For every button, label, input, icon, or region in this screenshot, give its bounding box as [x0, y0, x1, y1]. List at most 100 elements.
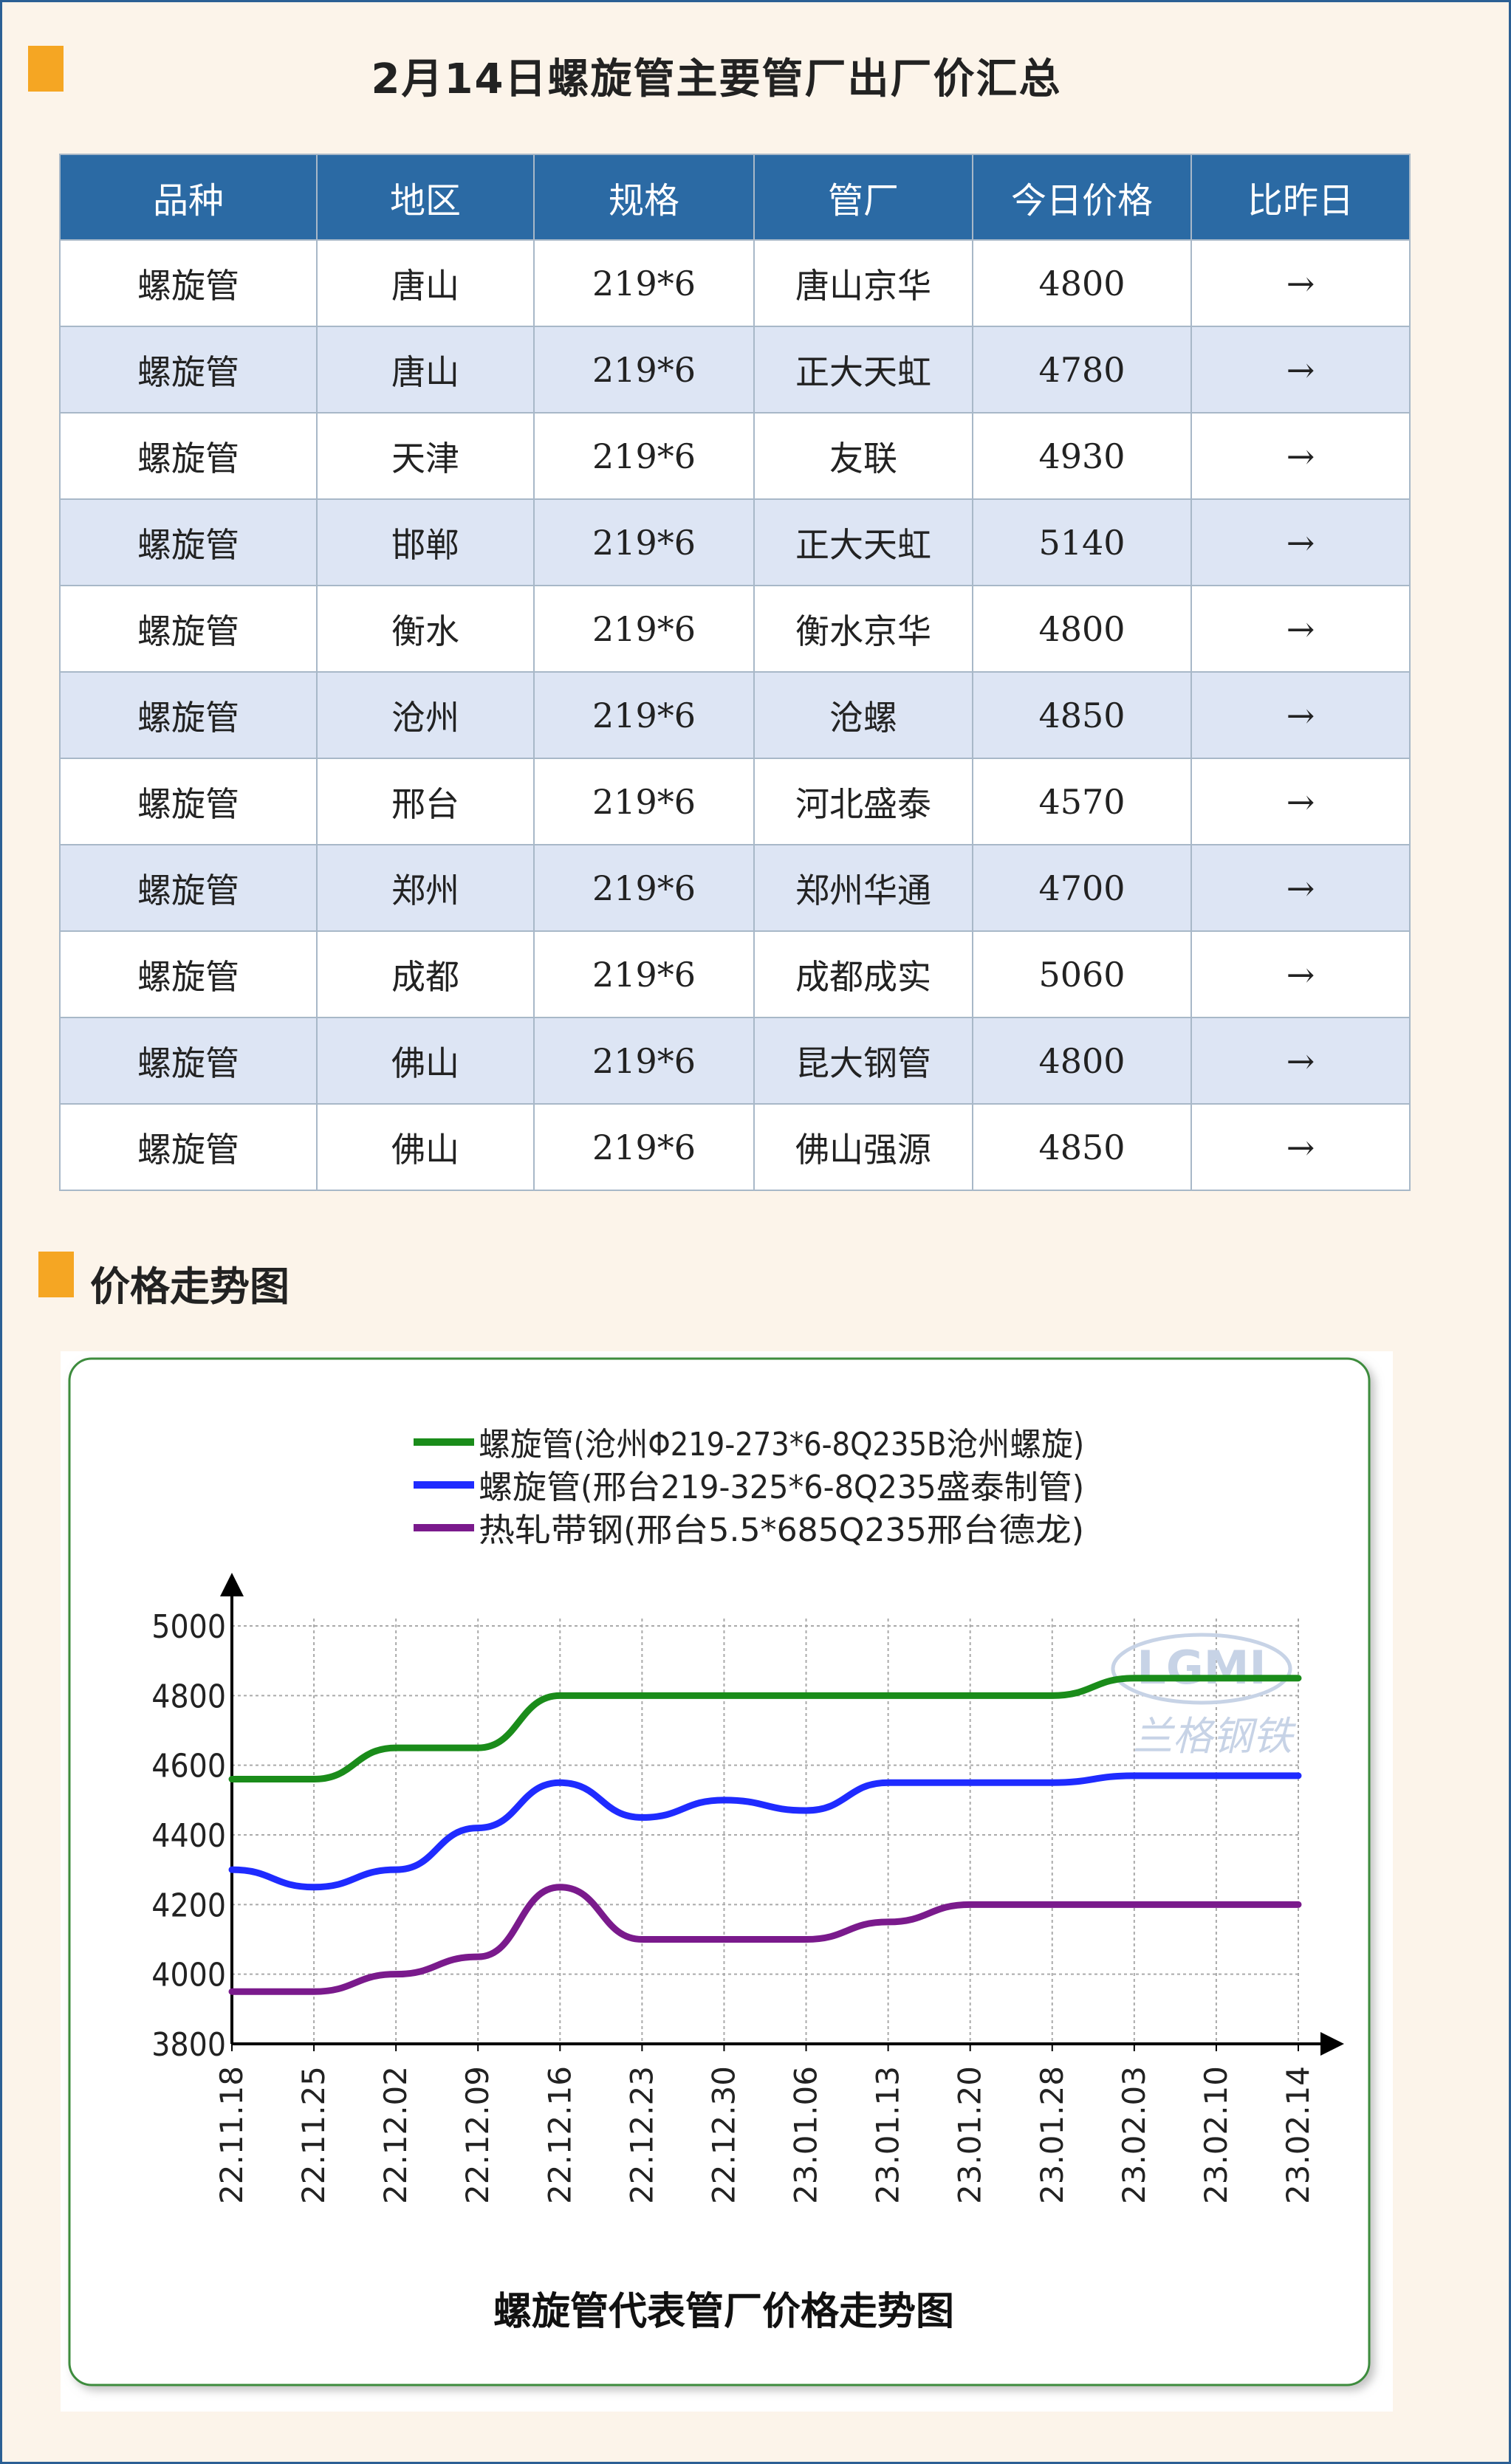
cell-mill: 昆大钢管: [753, 1017, 973, 1105]
cell-region: 佛山: [316, 1017, 535, 1105]
header-price: 今日价格: [972, 154, 1192, 241]
series-2-point: [887, 1782, 889, 1784]
header-variety: 品种: [59, 154, 318, 241]
x-tick-label: 23.02.14: [1280, 2066, 1316, 2204]
cell-spec: 219*6: [533, 585, 755, 673]
table-row: 螺旋管 郑州 219*6 郑州华通 4700 →: [59, 844, 1411, 932]
series-1-point: [723, 1695, 725, 1697]
series-3-point: [477, 1956, 479, 1958]
x-tick-label: 22.12.23: [623, 2066, 659, 2204]
section-title: 价格走势图: [90, 1263, 289, 1310]
cell-variety: 螺旋管: [59, 498, 318, 586]
cell-mill: 河北盛泰: [753, 758, 973, 845]
series-1-point: [1133, 1677, 1135, 1679]
cell-region: 邯郸: [316, 498, 535, 586]
cell-change: →: [1190, 412, 1411, 500]
cell-region: 天津: [316, 412, 535, 500]
cell-change: →: [1190, 671, 1411, 759]
cell-price: 4800: [972, 585, 1192, 673]
y-axis-arrow: [220, 1573, 244, 1596]
series-3-point: [313, 1991, 315, 1993]
table-row: 螺旋管 成都 219*6 成都成实 5060 →: [59, 930, 1411, 1018]
cell-change: →: [1190, 930, 1411, 1018]
series-1-point: [1215, 1677, 1217, 1679]
x-tick-label: 23.02.10: [1198, 2066, 1234, 2204]
header-spec: 规格: [533, 154, 755, 241]
cell-region: 唐山: [316, 239, 535, 327]
x-tick-label: 22.12.30: [705, 2066, 741, 2204]
series-2-point: [1133, 1774, 1135, 1777]
cell-mill: 正大天虹: [753, 326, 973, 413]
series-1-point: [313, 1778, 315, 1780]
x-tick-label: 23.01.06: [788, 2066, 824, 2204]
cell-change: →: [1190, 326, 1411, 413]
legend-label: 螺旋管(沧州Φ219-273*6-8Q235B沧州螺旋): [479, 1426, 1084, 1463]
series-2-point: [313, 1886, 315, 1888]
series-2-point: [1298, 1774, 1299, 1777]
series-1-point: [559, 1695, 561, 1697]
series-3-point: [1215, 1904, 1217, 1906]
series-1-point: [887, 1695, 889, 1697]
series-3-point: [559, 1886, 561, 1888]
series-1-point: [231, 1778, 233, 1780]
cell-spec: 219*6: [533, 671, 755, 759]
x-tick-label: 23.01.20: [952, 2066, 988, 2204]
cell-price: 4780: [972, 326, 1192, 413]
table-row: 螺旋管 沧州 219*6 沧螺 4850 →: [59, 671, 1411, 759]
x-tick-label: 23.02.03: [1116, 2066, 1152, 2204]
header-region: 地区: [316, 154, 535, 241]
series-line-1: [228, 1675, 1302, 1783]
cell-variety: 螺旋管: [59, 585, 318, 673]
cell-price: 5060: [972, 930, 1192, 1018]
watermark-logo-ring: [1111, 1633, 1292, 1705]
x-tick-label: 23.01.28: [1034, 2066, 1070, 2204]
cell-region: 唐山: [316, 326, 535, 413]
chart-title: 螺旋管代表管厂价格走势图: [493, 2290, 954, 2334]
cell-price: 4850: [972, 1103, 1192, 1191]
x-tick-label: 22.12.16: [541, 2066, 578, 2204]
cell-region: 衡水: [316, 585, 535, 673]
legend-label: 热轧带钢(邢台5.5*685Q235邢台德龙): [479, 1511, 1084, 1549]
series-3-point: [969, 1904, 971, 1906]
cell-spec: 219*6: [533, 412, 755, 500]
y-tick-label: 4800: [151, 1678, 226, 1715]
cell-variety: 螺旋管: [59, 930, 318, 1018]
series-2-point: [231, 1869, 233, 1871]
cell-change: →: [1190, 1017, 1411, 1105]
price-trend-chart: 5000 4800 4600 4400 4200 4000 3800 22.11.18 22.1…: [61, 1351, 1393, 2412]
legend-label: 螺旋管(邢台219-325*6-8Q235盛泰制管): [479, 1469, 1084, 1506]
cell-change: →: [1190, 239, 1411, 327]
cell-spec: 219*6: [533, 326, 755, 413]
series-2-point: [641, 1816, 643, 1819]
table-row: 螺旋管 佛山 219*6 佛山强源 4850 →: [59, 1103, 1411, 1191]
y-tick-label: 3800: [151, 2026, 226, 2064]
x-tick-label: 22.12.02: [377, 2066, 414, 2204]
series-3-point: [641, 1938, 643, 1940]
series-2-point: [969, 1782, 971, 1784]
series-3-point: [805, 1938, 807, 1940]
cell-price: 4800: [972, 239, 1192, 327]
cell-mill: 友联: [753, 412, 973, 500]
cell-variety: 螺旋管: [59, 412, 318, 500]
section-marker: [38, 1252, 74, 1297]
cell-change: →: [1190, 498, 1411, 586]
cell-variety: 螺旋管: [59, 844, 318, 932]
y-tick-label: 4000: [151, 1957, 226, 1994]
series-3-point: [1051, 1904, 1053, 1906]
series-1-point: [805, 1695, 807, 1697]
cell-mill: 佛山强源: [753, 1103, 973, 1191]
cell-variety: 螺旋管: [59, 326, 318, 413]
x-axis-arrow: [1320, 2032, 1344, 2056]
cell-price: 4800: [972, 1017, 1192, 1105]
series-2-point: [559, 1782, 561, 1784]
series-1-point: [477, 1747, 479, 1749]
x-tick-label: 22.11.25: [295, 2066, 332, 2204]
cell-region: 邢台: [316, 758, 535, 845]
series-3-point: [1133, 1904, 1135, 1906]
title-marker: [28, 46, 64, 92]
price-table: 品种 地区 规格 管厂 今日价格 比昨日 螺旋管 唐山 219*6 唐山京华 4800 →…: [59, 154, 1411, 1191]
chart-panel: [68, 1357, 1371, 2386]
series-1-point: [641, 1695, 643, 1697]
table-row: 螺旋管 佛山 219*6 昆大钢管 4800 →: [59, 1017, 1411, 1105]
